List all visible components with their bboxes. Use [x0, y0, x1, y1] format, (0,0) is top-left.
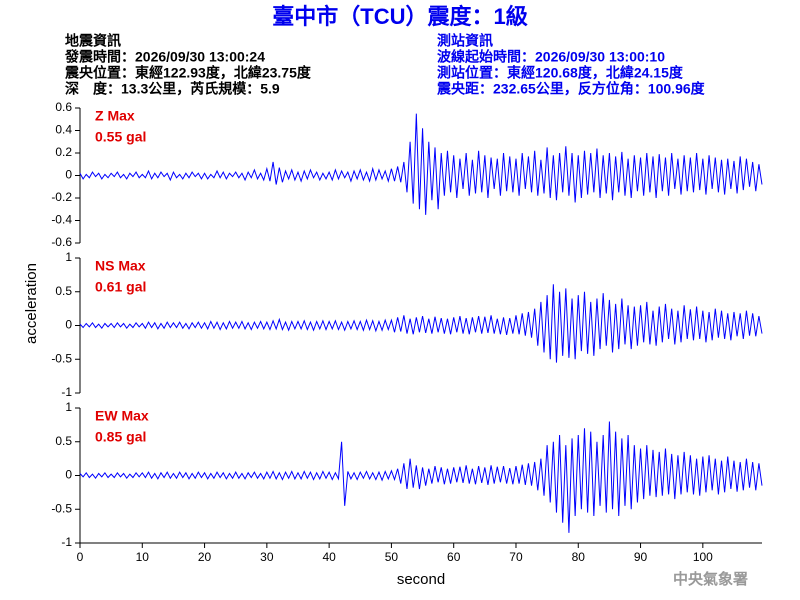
y-tick-label: 0.5 — [55, 434, 72, 448]
y-tick-label: -1 — [61, 385, 72, 399]
y-tick-label: -0.5 — [51, 351, 72, 365]
x-tick-label: 100 — [693, 550, 713, 564]
y-tick-label: -0.5 — [51, 501, 72, 515]
header-left: 震央位置：東經122.93度，北緯23.75度 — [64, 65, 312, 81]
max-label: 0.85 gal — [95, 429, 146, 445]
x-tick-label: 80 — [572, 550, 586, 564]
x-tick-label: 50 — [385, 550, 399, 564]
y-tick-label: 1 — [65, 250, 72, 264]
y-tick-label: -0.4 — [51, 213, 72, 227]
footer: 中央氣象署 — [673, 570, 748, 588]
title: 臺中市（TCU）震度：1級 — [272, 4, 527, 29]
x-tick-label: 60 — [447, 550, 461, 564]
y-tick-label: -1 — [61, 535, 72, 549]
component-label: Z Max — [95, 108, 135, 124]
y-tick-label: 0.4 — [55, 123, 72, 137]
component-label: NS Max — [95, 258, 146, 274]
y-tick-label: 1 — [65, 400, 72, 414]
x-tick-label: 30 — [260, 550, 274, 564]
y-tick-label: 0.5 — [55, 284, 72, 298]
y-axis-label: acceleration — [23, 263, 40, 344]
header-right: 波線起始時間：2026/09/30 13:00:10 — [437, 49, 665, 65]
y-tick-label: 0 — [65, 318, 72, 332]
waveform — [79, 284, 763, 363]
y-tick-label: -0.2 — [51, 190, 72, 204]
x-axis-label: second — [397, 571, 445, 588]
y-tick-label: 0.2 — [55, 145, 72, 159]
header-right: 測站位置：東經120.68度，北緯24.15度 — [437, 65, 684, 81]
y-tick-label: -0.6 — [51, 235, 72, 249]
header-right: 震央距：232.65公里，反方位角：100.96度 — [436, 81, 706, 97]
x-tick-label: 10 — [136, 550, 150, 564]
y-tick-label: 0 — [65, 168, 72, 182]
y-tick-label: 0 — [65, 468, 72, 482]
max-label: 0.61 gal — [95, 279, 146, 295]
component-label: EW Max — [95, 408, 149, 424]
header-left: 發震時間：2026/09/30 13:00:24 — [64, 49, 265, 65]
x-tick-label: 40 — [322, 550, 336, 564]
waveform — [79, 113, 763, 215]
y-tick-label: 0.6 — [55, 100, 72, 114]
header-right: 測站資訊 — [437, 33, 493, 49]
header-left: 地震資訊 — [65, 33, 121, 49]
x-tick-label: 90 — [634, 550, 648, 564]
header-left: 深 度：13.3公里，芮氏規模：5.9 — [65, 81, 280, 97]
x-tick-label: 20 — [198, 550, 212, 564]
waveform — [79, 421, 763, 533]
x-tick-label: 70 — [509, 550, 523, 564]
x-tick-label: 0 — [77, 550, 84, 564]
max-label: 0.55 gal — [95, 129, 146, 145]
